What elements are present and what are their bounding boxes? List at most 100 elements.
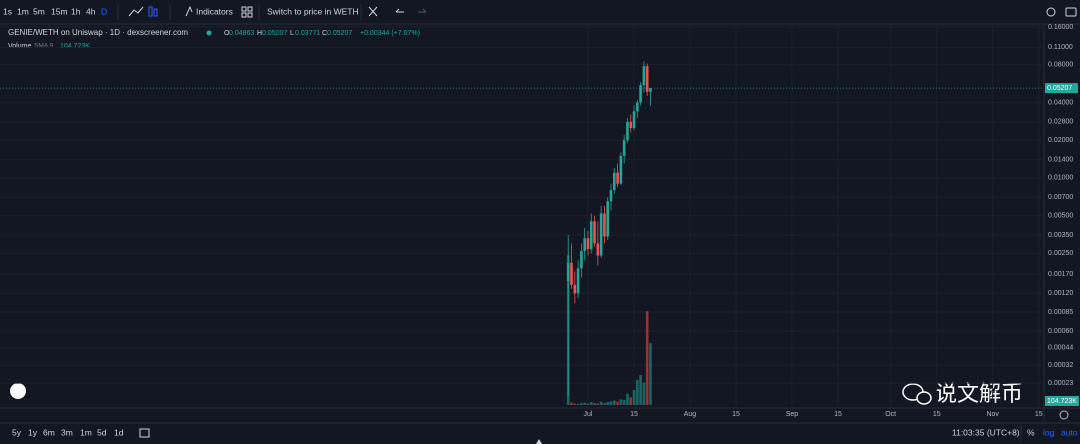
range-button[interactable]: 3m — [61, 427, 73, 437]
range-button[interactable]: 6m — [43, 427, 55, 437]
range-button[interactable]: 5d — [97, 427, 107, 437]
candle-body — [576, 268, 580, 294]
volume-bar — [599, 401, 603, 405]
volume-bar — [576, 403, 580, 405]
candle-body — [606, 201, 610, 237]
candle-body — [599, 213, 603, 256]
settings-icon[interactable] — [1046, 7, 1056, 17]
candle-body — [629, 121, 633, 129]
volume-bar — [642, 382, 646, 405]
volume-bar — [603, 403, 606, 405]
tv-logo — [10, 383, 26, 399]
layout-icon — [247, 12, 253, 18]
fullscreen-icon[interactable] — [368, 6, 378, 17]
undo-icon[interactable] — [395, 8, 404, 13]
screenshot-icon[interactable] — [1065, 7, 1077, 17]
interval-button[interactable]: 1m — [17, 6, 29, 16]
volume-bar — [583, 402, 586, 405]
axis-settings-icon[interactable] — [1059, 410, 1069, 420]
price-label-bg — [1045, 83, 1078, 94]
y-tick-label: 0.00044 — [1048, 345, 1073, 352]
y-tick-label: 0.00032 — [1048, 362, 1073, 369]
redo-icon[interactable] — [418, 8, 427, 13]
y-tick-label: 0.00170 — [1048, 271, 1073, 278]
volume-bar — [586, 403, 590, 405]
candle-body — [626, 121, 629, 141]
y-tick-label: 0.00120 — [1048, 290, 1073, 297]
x-tick-label: 15 — [1035, 411, 1043, 418]
collapse-arrow[interactable] — [536, 439, 542, 444]
candle-icon[interactable] — [148, 6, 153, 17]
sma-label: SMA 9 — [34, 43, 54, 50]
volume-bar — [645, 311, 649, 405]
candle-body — [645, 66, 649, 92]
candle-icon — [153, 8, 158, 17]
change: +0.00344 (+7.07%) — [360, 30, 420, 37]
interval-button[interactable]: 15m — [51, 6, 68, 16]
candle-body — [632, 111, 636, 129]
interval-button[interactable]: 5m — [33, 6, 45, 16]
layout-icon[interactable] — [241, 6, 247, 12]
y-tick-label: 0.02000 — [1048, 137, 1073, 144]
chart-type-icon[interactable] — [128, 6, 144, 17]
volume-bar — [596, 403, 600, 405]
candle-body — [622, 140, 626, 156]
ohlc-label: L — [290, 30, 294, 37]
volume-bar — [609, 401, 613, 405]
volume-label: Volume — [8, 43, 31, 50]
range-button[interactable]: 1d — [114, 427, 124, 437]
candle-body — [589, 221, 593, 250]
volume-bar — [606, 402, 610, 405]
y-tick-label: 0.16000 — [1048, 24, 1073, 31]
y-tick-label: 0.01400 — [1048, 156, 1073, 163]
volume-bar — [626, 393, 629, 405]
ohlc-label: O — [224, 30, 230, 37]
watermark: 说文解币 — [935, 381, 1023, 406]
candle-body — [586, 238, 590, 250]
clock: 11:03:35 (UTC+8) — [952, 427, 1020, 437]
ohlc-value: 0.03771 — [295, 30, 320, 37]
x-tick-label: 15 — [834, 411, 842, 418]
range-button[interactable]: 1m — [80, 427, 92, 437]
x-tick-label: 15 — [630, 411, 638, 418]
scale-option[interactable]: % — [1027, 427, 1035, 437]
volume-bar — [636, 379, 639, 405]
scale-option[interactable]: log — [1043, 427, 1055, 437]
wechat-icon — [916, 391, 932, 405]
indicators-button[interactable]: Indicators — [196, 6, 233, 16]
y-tick-label: 0.08000 — [1048, 62, 1073, 69]
switch-price-button[interactable]: Switch to price in WETH — [267, 6, 359, 16]
interval-button[interactable]: 1s — [3, 6, 12, 16]
volume-axis-label: 104.723K — [1047, 398, 1077, 405]
candle-body — [570, 262, 573, 285]
interval-button[interactable]: 4h — [86, 6, 96, 16]
indicators-icon — [185, 5, 193, 17]
y-tick-label: 0.00060 — [1048, 328, 1073, 335]
volume-bar — [593, 403, 596, 405]
range-button[interactable]: 1y — [28, 427, 38, 437]
ohlc-value: 0.04863 — [229, 30, 254, 37]
volume-bar — [612, 400, 616, 405]
candle-body — [573, 284, 577, 294]
date-range-icon[interactable] — [139, 428, 150, 438]
volume-bar — [570, 402, 573, 405]
interval-button[interactable]: 1h — [71, 6, 81, 16]
candle-body — [580, 251, 583, 269]
volume-label-bg — [1045, 396, 1079, 406]
scale-option[interactable]: auto — [1061, 427, 1078, 437]
candle-body — [593, 221, 596, 244]
x-tick-label: Oct — [885, 411, 896, 418]
status-dot — [206, 30, 212, 36]
candle-body — [649, 88, 652, 92]
volume-bar — [629, 397, 633, 405]
x-tick-label: Jul — [583, 411, 592, 418]
symbol-title: GENIE/WETH on Uniswap · 1D · dexscreener… — [8, 28, 188, 37]
interval-button[interactable]: D — [101, 6, 107, 16]
y-tick-label: 0.00023 — [1048, 380, 1073, 387]
candle-body — [596, 243, 600, 256]
volume-bar — [619, 399, 623, 405]
range-button[interactable]: 5y — [12, 427, 22, 437]
price-label: 0.05207 — [1047, 85, 1072, 92]
